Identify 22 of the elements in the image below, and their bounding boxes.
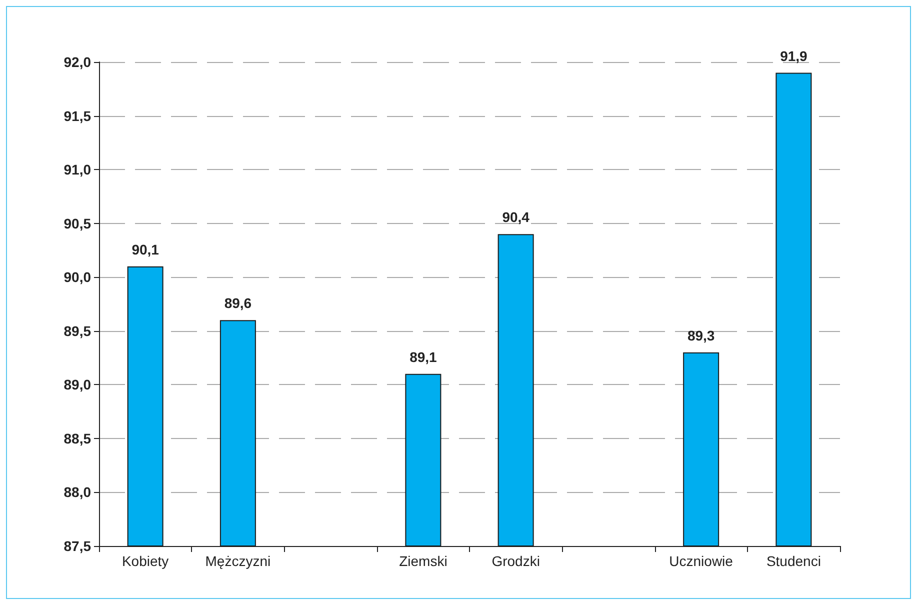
x-tick-label: Mężczyzni xyxy=(205,553,271,569)
y-tick-label: 90,0 xyxy=(64,269,92,286)
data-label: 90,1 xyxy=(132,241,160,258)
data-label: 91,9 xyxy=(780,48,808,64)
x-tick-label: Studenci xyxy=(766,553,821,569)
y-tick-label: 89,5 xyxy=(64,322,92,339)
y-tick-label: 91,5 xyxy=(64,108,92,124)
x-tick-label: Grodzki xyxy=(492,553,540,569)
y-tick-label: 89,0 xyxy=(64,376,92,393)
y-tick-label: 92,0 xyxy=(64,54,92,70)
y-tick-label: 90,5 xyxy=(64,215,92,232)
data-label: 90,4 xyxy=(502,209,530,226)
y-tick-label: 88,0 xyxy=(64,484,92,500)
data-label: 89,3 xyxy=(687,327,715,344)
y-tick-label: 87,5 xyxy=(64,538,92,554)
data-label: 89,1 xyxy=(410,348,438,365)
x-tick-label: Uczniowie xyxy=(669,553,734,569)
data-label: 89,6 xyxy=(224,295,252,312)
y-tick-label: 88,5 xyxy=(64,430,92,446)
x-tick-label: Ziemski xyxy=(399,553,448,569)
y-tick-label: 91,0 xyxy=(64,162,92,178)
x-tick-label: Kobiety xyxy=(122,553,169,569)
